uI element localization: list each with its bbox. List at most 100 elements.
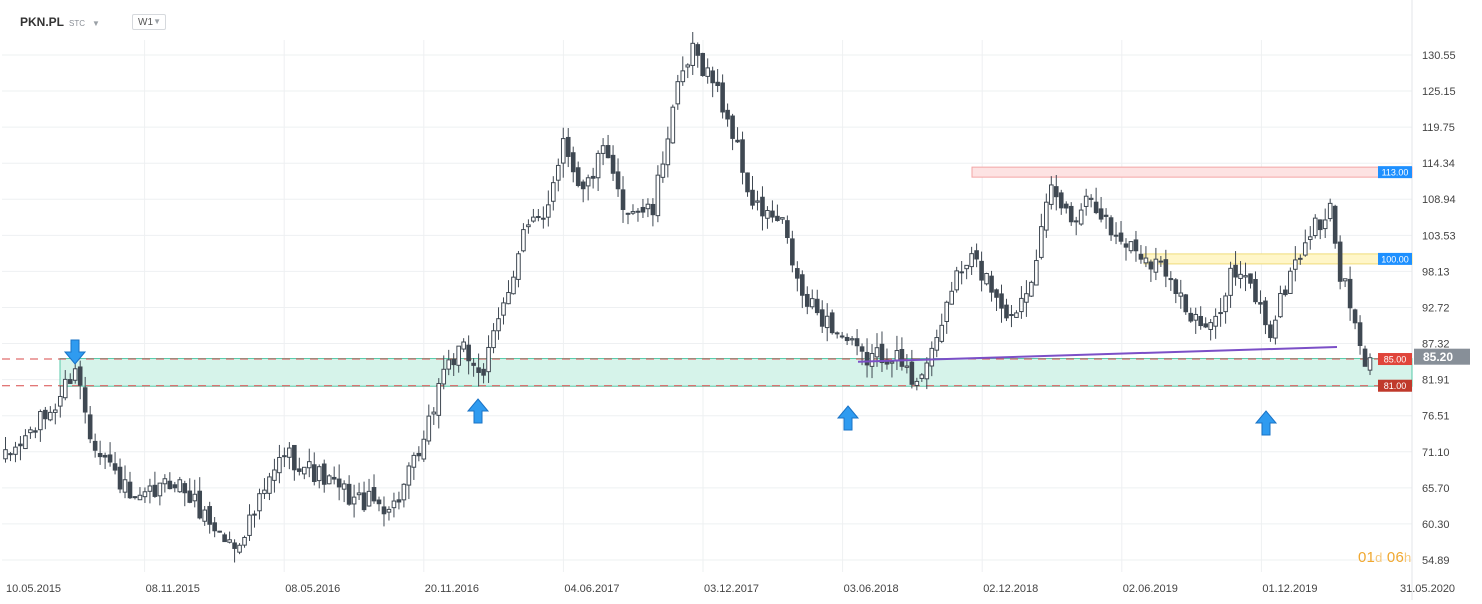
candle-up (1128, 241, 1134, 252)
candle-down (745, 172, 750, 193)
candle-up (486, 346, 491, 373)
candle-down (1063, 203, 1069, 209)
candle-down (232, 542, 237, 549)
candle-down (710, 70, 715, 84)
candle-up (1298, 257, 1303, 260)
candle-up (411, 454, 417, 468)
candle-down (297, 468, 302, 472)
candle-down (127, 481, 133, 499)
candle-up (456, 345, 461, 366)
candle-down (720, 82, 725, 113)
candle-down (1258, 302, 1263, 305)
candle-up (1168, 278, 1174, 281)
candle-up (252, 513, 257, 516)
candle-up (1178, 292, 1184, 297)
candle-up (1014, 312, 1019, 318)
candle-up (386, 508, 392, 513)
candle-up (1228, 267, 1233, 296)
candle-up (23, 435, 28, 450)
candle-up (869, 353, 875, 367)
candle-down (575, 167, 581, 187)
candle-up (341, 483, 347, 490)
candle-up (1312, 217, 1318, 237)
candle-down (1268, 324, 1273, 339)
candle-up (531, 216, 536, 222)
candle-up (326, 475, 332, 485)
candle-down (112, 463, 118, 471)
candle-up (526, 224, 531, 228)
candle-up (600, 145, 606, 154)
candle-down (1332, 205, 1338, 244)
zones (2, 166, 1413, 387)
y-tick-label: 54.89 (1422, 555, 1450, 567)
arrow-up-icon (836, 405, 860, 431)
candle-up (1024, 293, 1029, 303)
candle-up (446, 359, 452, 370)
support-zone (59, 358, 1413, 387)
y-tick-label: 119.75 (1422, 122, 1455, 134)
candle-up (949, 290, 955, 305)
candle-up (147, 485, 153, 492)
candle-up (1367, 357, 1373, 371)
y-tick-label: 81.91 (1422, 375, 1450, 387)
candle-down (197, 490, 203, 519)
candle-down (750, 189, 755, 206)
candle-up (894, 350, 900, 362)
timeframe-value: W1 (138, 17, 153, 28)
candle-up (306, 461, 312, 469)
candle-down (1337, 241, 1343, 282)
candle-up (560, 138, 566, 164)
candle-down (476, 367, 481, 373)
candle-down (222, 534, 227, 543)
y-tick-label: 60.30 (1422, 519, 1450, 531)
candle-down (346, 483, 352, 505)
timeframe-select[interactable]: W1 ▼ (132, 14, 166, 30)
candle-up (655, 174, 661, 217)
candle-down (760, 196, 765, 217)
candle-down (625, 212, 631, 215)
candle-up (316, 466, 322, 482)
y-tick-label: 98.13 (1422, 266, 1450, 278)
candle-down (87, 414, 93, 440)
y-tick-label: 130.55 (1422, 50, 1456, 62)
candle-up (809, 298, 815, 308)
candle-down (451, 358, 456, 366)
candle-up (441, 368, 447, 385)
candle-down (909, 361, 915, 385)
candle-up (959, 271, 964, 274)
y-tick-label: 92.72 (1422, 303, 1450, 315)
candle-up (247, 514, 252, 536)
chevron-down-icon[interactable]: ▼ (92, 19, 100, 28)
candle-up (1273, 319, 1278, 339)
candle-up (57, 395, 63, 407)
symbol-label[interactable]: PKN.PL (20, 15, 65, 29)
candle-up (356, 492, 362, 496)
candle-up (834, 332, 840, 335)
candle-up (635, 210, 641, 213)
candle-up (1278, 293, 1283, 318)
candle-up (765, 209, 770, 219)
candle-up (142, 491, 148, 498)
candle-down (1188, 312, 1194, 322)
chart-toolbar: PKN.PL STC ▼ W1 ▼ (0, 0, 1400, 40)
candle-down (974, 250, 979, 260)
candle-down (1093, 201, 1099, 214)
candle-up (421, 438, 427, 460)
candle-up (1049, 184, 1054, 205)
candle-up (1302, 242, 1308, 256)
candle-down (804, 293, 810, 307)
x-tick-label: 08.11.2015 (146, 583, 200, 595)
candle-up (1078, 209, 1084, 225)
candle-up (62, 378, 68, 399)
candle-down (999, 293, 1004, 309)
x-tick-label: 01.12.2019 (1262, 583, 1317, 595)
candle-up (551, 182, 556, 202)
candle-down (700, 52, 706, 77)
candle-up (38, 411, 43, 431)
candle-down (1362, 348, 1368, 367)
candle-up (137, 494, 143, 501)
source-label[interactable]: STC (69, 19, 85, 28)
candle-up (53, 409, 58, 413)
level-tag-113-label: 113.00 (1382, 168, 1409, 178)
